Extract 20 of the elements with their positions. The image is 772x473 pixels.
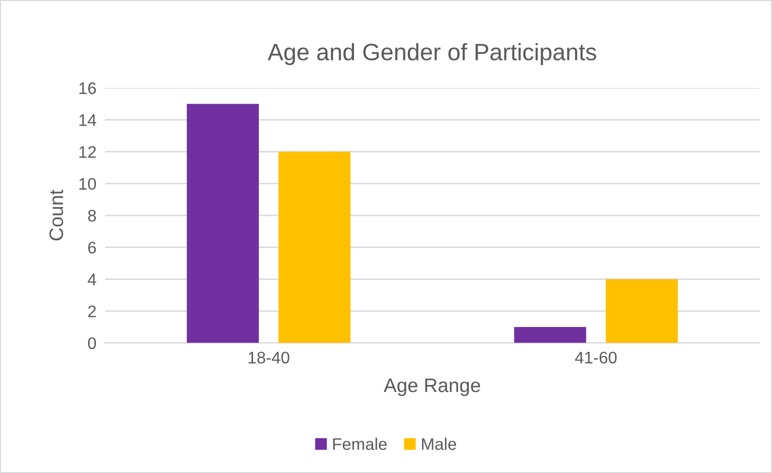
legend-label: Female xyxy=(333,438,387,450)
chart-title: Age and Gender of Participants xyxy=(268,43,596,66)
y-axis-title: Count xyxy=(49,190,64,240)
y-tick-label: 2 xyxy=(88,305,96,318)
y-tick-label: 10 xyxy=(79,178,96,190)
y-tick-label: 8 xyxy=(88,210,96,222)
y-tick-label: 14 xyxy=(79,114,96,126)
x-tick-label: 18-40 xyxy=(248,352,290,364)
y-tick-label: 4 xyxy=(88,274,96,286)
x-axis-title: Age Range xyxy=(384,378,480,396)
bar xyxy=(186,104,259,343)
y-tick-label: 16 xyxy=(79,82,96,94)
x-tick-label: 41-60 xyxy=(575,352,617,364)
bar xyxy=(606,279,678,343)
y-tick-label: 12 xyxy=(79,146,96,158)
bar xyxy=(514,326,586,343)
legend-label: Male xyxy=(422,438,456,450)
y-tick-label: 0 xyxy=(88,337,96,350)
y-tick-label: 6 xyxy=(88,242,96,254)
bar xyxy=(278,152,350,343)
